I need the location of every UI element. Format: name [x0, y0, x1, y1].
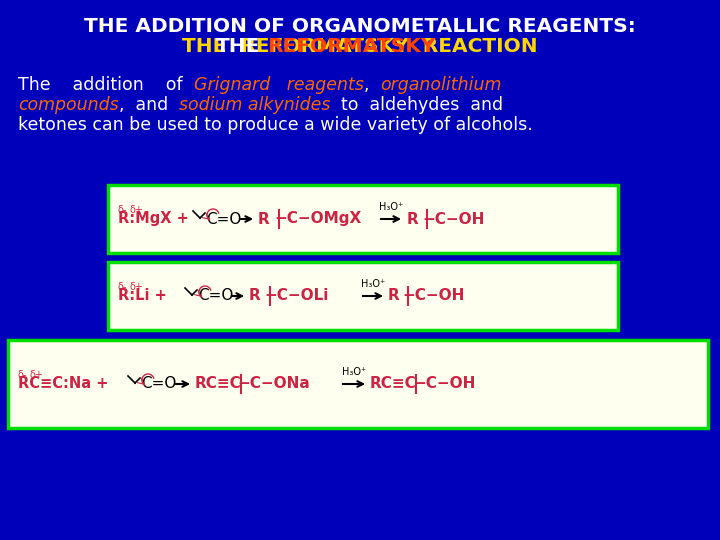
Text: R:Li +: R:Li +: [118, 288, 167, 303]
Text: C=O: C=O: [141, 376, 176, 392]
Text: The    addition    of: The addition of: [18, 76, 194, 94]
Text: −C−ONa: −C−ONa: [237, 376, 310, 392]
Text: RC≡C: RC≡C: [195, 376, 242, 392]
Text: δ+: δ+: [129, 205, 143, 215]
Text: ,: ,: [364, 76, 380, 94]
Text: C=O: C=O: [206, 212, 241, 226]
Text: ketones can be used to produce a wide variety of alcohols.: ketones can be used to produce a wide va…: [18, 116, 533, 134]
FancyBboxPatch shape: [108, 262, 618, 330]
Text: ,  and: , and: [119, 96, 179, 114]
Text: δ+: δ+: [29, 370, 43, 380]
Text: −C−OLi: −C−OLi: [264, 288, 328, 303]
Text: REFORMATSKY: REFORMATSKY: [267, 37, 436, 57]
Text: H₃O⁺: H₃O⁺: [379, 202, 403, 212]
Text: −C−OMgX: −C−OMgX: [274, 212, 361, 226]
Text: RC≡C:Na +: RC≡C:Na +: [18, 376, 109, 392]
Text: sodium alkynides: sodium alkynides: [179, 96, 330, 114]
Text: RC≡C: RC≡C: [370, 376, 417, 392]
Text: R: R: [407, 212, 419, 226]
Text: C=O: C=O: [198, 288, 233, 303]
Text: R:MgX +: R:MgX +: [118, 212, 189, 226]
Text: H₃O⁺: H₃O⁺: [342, 367, 366, 377]
Text: THE  REFORMATSKY  REACTION: THE REFORMATSKY REACTION: [182, 37, 538, 57]
Text: to  aldehydes  and: to aldehydes and: [330, 96, 503, 114]
Text: compounds: compounds: [18, 96, 119, 114]
Text: R: R: [258, 212, 270, 226]
Text: R: R: [388, 288, 400, 303]
Text: H₃O⁺: H₃O⁺: [361, 279, 385, 289]
Text: −C−OH: −C−OH: [422, 212, 485, 226]
Text: organolithium: organolithium: [380, 76, 501, 94]
Text: −C−OH: −C−OH: [402, 288, 464, 303]
Text: δ+: δ+: [129, 282, 143, 292]
FancyBboxPatch shape: [8, 340, 708, 428]
Text: δ-: δ-: [118, 205, 127, 215]
Text: δ-: δ-: [18, 370, 27, 380]
FancyBboxPatch shape: [108, 185, 618, 253]
Text: R: R: [249, 288, 261, 303]
Text: Grignard   reagents: Grignard reagents: [194, 76, 364, 94]
Text: δ-: δ-: [118, 282, 127, 292]
Text: THE: THE: [216, 37, 261, 57]
Text: −C−OH: −C−OH: [413, 376, 475, 392]
Text: THE ADDITION OF ORGANOMETALLIC REAGENTS:: THE ADDITION OF ORGANOMETALLIC REAGENTS:: [84, 17, 636, 37]
